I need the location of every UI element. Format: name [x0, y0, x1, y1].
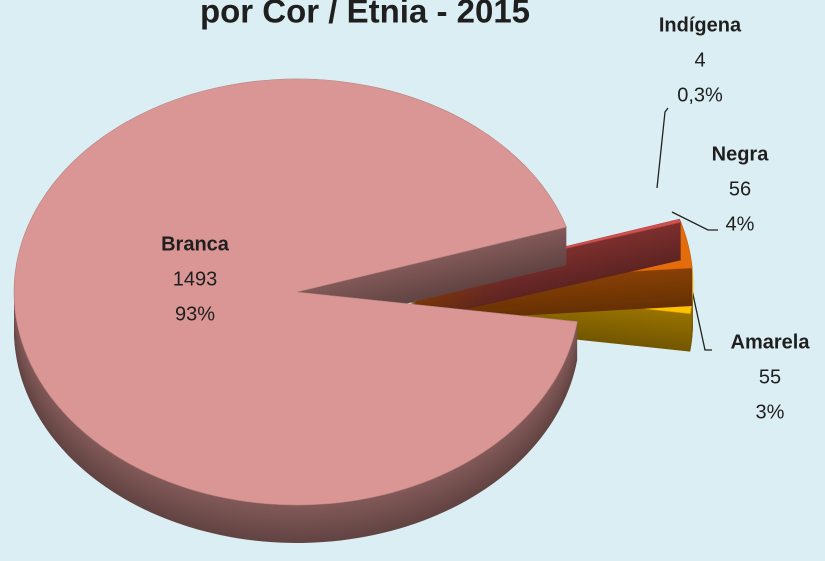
slice-percent: 93% — [175, 303, 215, 325]
leader-line — [671, 211, 718, 231]
leader-line — [656, 107, 669, 189]
leader-line — [691, 289, 712, 351]
slice-name: Branca — [161, 233, 230, 255]
slice-name: Amarela — [731, 331, 811, 353]
slice-value: 4 — [694, 49, 705, 71]
slice-value: 1493 — [173, 268, 218, 290]
slice-percent: 3% — [756, 401, 785, 423]
slice-name: Indígena — [659, 14, 742, 36]
slice-percent: 4% — [726, 213, 755, 235]
slice-value: 55 — [759, 366, 781, 388]
pie-slice — [13, 78, 578, 506]
slice-name: Negra — [712, 143, 770, 165]
slice-percent: 0,3% — [677, 84, 723, 106]
slice-value: 56 — [729, 178, 751, 200]
chart-title: por Cor / Etnia - 2015 — [200, 0, 530, 30]
